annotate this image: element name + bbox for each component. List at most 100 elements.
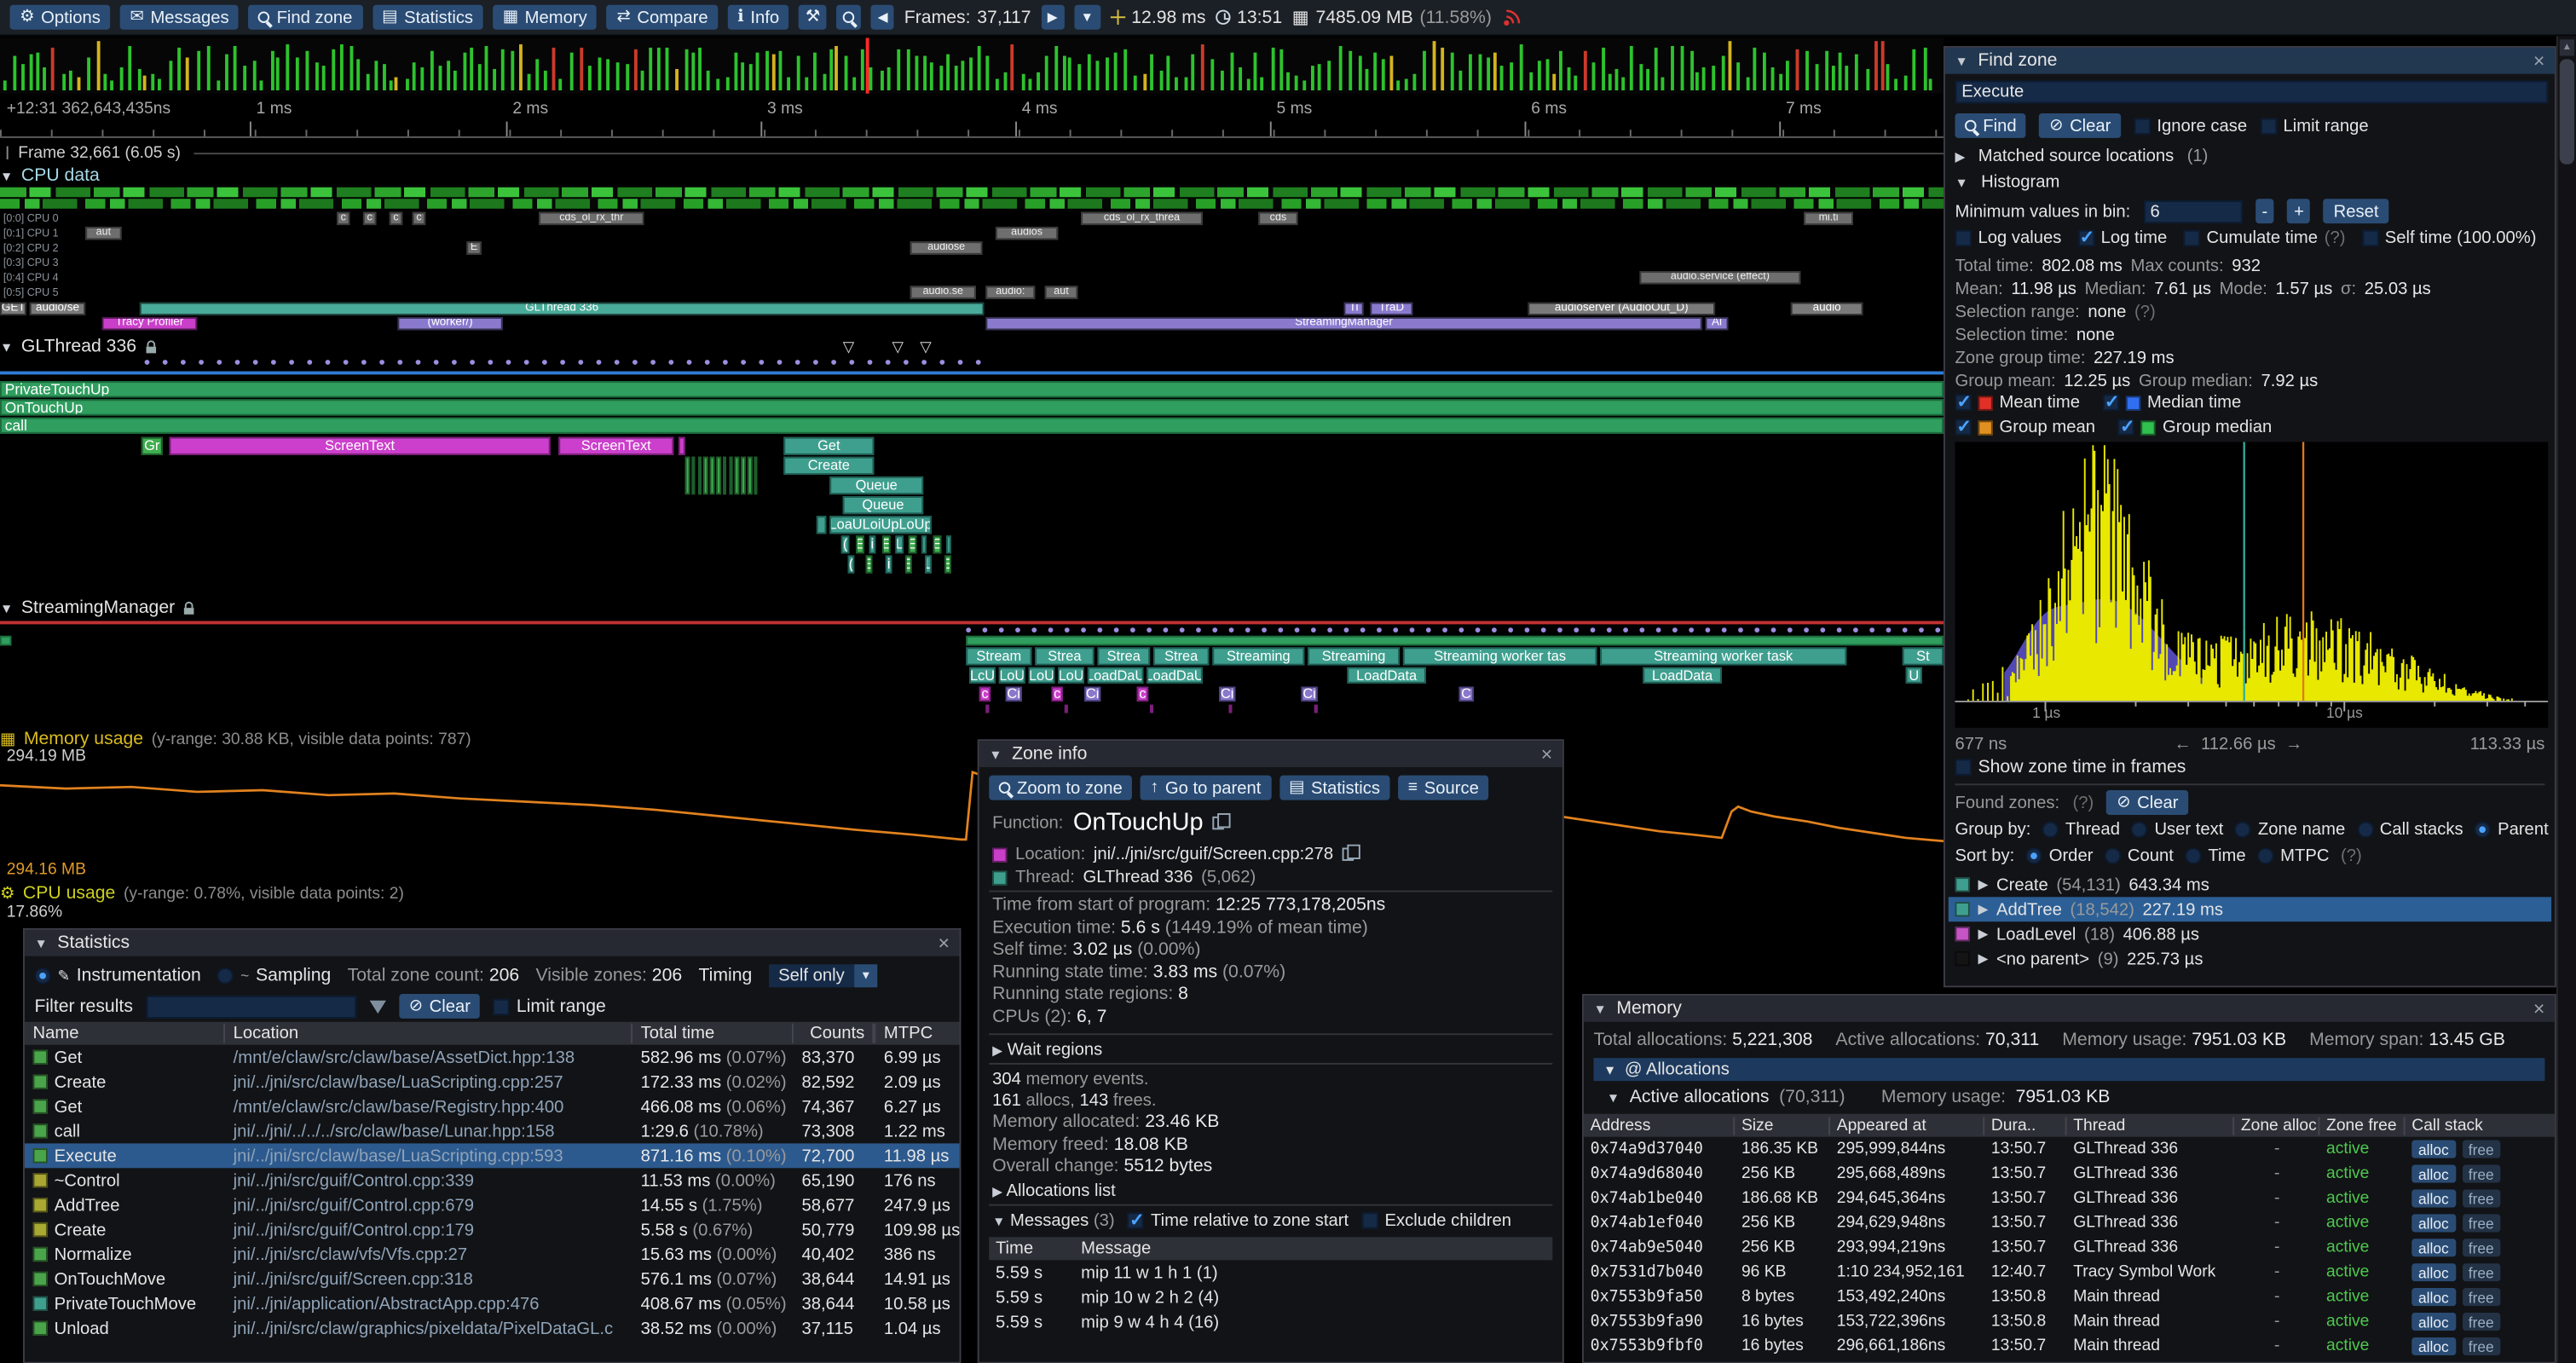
zone[interactable] <box>703 456 708 495</box>
zone[interactable] <box>1064 704 1068 713</box>
zone-dot[interactable] <box>1228 627 1234 633</box>
zone-dot[interactable] <box>1787 627 1793 633</box>
zone-dot[interactable] <box>596 360 602 365</box>
sort-by-count[interactable]: Count <box>2104 846 2174 866</box>
wait-regions-toggle[interactable]: ▶ Wait regions <box>992 1039 1103 1060</box>
zone-dot[interactable] <box>1508 627 1514 633</box>
table-row[interactable]: Normalize jni/../jni/src/claw/vfs/Vfs.cpp… <box>25 1242 960 1267</box>
col-counts[interactable]: Counts ▼ <box>794 1023 876 1043</box>
zone-dot[interactable] <box>1377 627 1382 633</box>
zone-dot[interactable] <box>289 360 294 365</box>
zone-dot[interactable] <box>998 627 1004 633</box>
zone[interactable]: Strea <box>1097 647 1151 666</box>
zone-dot[interactable] <box>1343 627 1349 633</box>
limit-range-checkbox[interactable]: Limit range <box>493 996 606 1016</box>
zone[interactable] <box>691 456 696 495</box>
allocation-row[interactable]: 0x74ab9e5040 256 KB 293,994,219ns 13:50.7 GL… <box>1584 1235 2555 1260</box>
zone-dot[interactable] <box>1886 627 1892 633</box>
zone[interactable]: E <box>933 535 942 554</box>
zone-dot[interactable] <box>759 360 765 365</box>
zone-dot[interactable] <box>1804 627 1809 633</box>
cpu-zone[interactable]: c <box>362 211 377 226</box>
thread-zone[interactable]: Ai <box>1705 316 1729 331</box>
scroll-up-icon[interactable]: ▲ <box>2559 39 2575 56</box>
zone-dot[interactable] <box>1129 627 1135 633</box>
zone-dot[interactable] <box>252 360 258 365</box>
frame-marker-icon[interactable]: ▽ <box>892 338 904 355</box>
zone-dot[interactable] <box>741 360 746 365</box>
zone-dot[interactable] <box>217 360 222 365</box>
thread-zone[interactable]: Tracy Profiler <box>101 316 198 331</box>
zone[interactable]: L <box>895 535 904 554</box>
alloc-callstack-button[interactable]: alloc <box>2411 1214 2456 1233</box>
free-callstack-button[interactable]: free <box>2462 1263 2501 1282</box>
zone[interactable]: E <box>904 555 912 574</box>
frame-timeline-strip[interactable] <box>0 38 1944 94</box>
zone[interactable]: E <box>908 535 917 554</box>
find-zone-titlebar[interactable]: ▼ Find zone × <box>1944 47 2555 74</box>
zone-dot[interactable] <box>433 360 439 365</box>
found-zone-group[interactable]: ▶ Create (54,131) 643.34 ms <box>1949 872 2551 897</box>
zone-dot[interactable] <box>723 360 728 365</box>
zone-dot[interactable] <box>1540 627 1546 633</box>
zone[interactable]: c <box>1051 686 1063 702</box>
zone-dot[interactable] <box>975 360 981 365</box>
group-by-call-stacks[interactable]: Call stacks <box>2356 820 2463 840</box>
table-row[interactable]: Execute jni/../jni/src/claw/base/LuaScrip… <box>24 1143 960 1169</box>
zone[interactable]: Queue <box>829 476 924 495</box>
zone[interactable] <box>747 456 752 495</box>
zone-dot[interactable] <box>1064 627 1070 633</box>
col-location[interactable]: Location <box>225 1023 633 1043</box>
message-row[interactable]: 5.59 s mip 9 w 4 h 4 (16) <box>989 1309 1552 1334</box>
zone-dot[interactable] <box>1574 627 1580 633</box>
found-clear-button[interactable]: ⊘ Clear <box>2106 790 2189 815</box>
zone-dot[interactable] <box>1721 627 1727 633</box>
group-by-thread[interactable]: Thread <box>2042 820 2120 840</box>
allocation-row[interactable]: 0x74ab1ef040 256 KB 294,629,948ns 13:50.7 GL… <box>1584 1210 2555 1235</box>
zone-dot[interactable] <box>1081 627 1086 633</box>
allocation-row[interactable]: 0x7531d7b040 96 KB 1:10 234,952,161 12:40.7… <box>1584 1260 2555 1285</box>
message-row[interactable]: 5.59 s mip 10 w 2 h 2 (4) <box>989 1285 1552 1309</box>
zone[interactable]: Strea <box>1035 647 1095 666</box>
free-callstack-button[interactable]: free <box>2462 1337 2501 1356</box>
zone-dot[interactable] <box>1163 627 1169 633</box>
zone[interactable]: Create <box>783 456 875 475</box>
zone-dot[interactable] <box>1179 627 1185 633</box>
cpu-zone[interactable]: c <box>412 211 426 226</box>
zone-info-button-source[interactable]: ≡ Source <box>1398 775 1489 800</box>
zone[interactable]: LcU <box>969 667 996 684</box>
zone[interactable]: St <box>1902 647 1944 666</box>
toolbar-button-options[interactable]: ⚙ Options <box>9 4 111 30</box>
message-row[interactable]: 5.59 s mip 11 w 1 h 1 (1) <box>989 1260 1552 1285</box>
group-by-parent[interactable]: Parent <box>2475 820 2549 840</box>
zone-dot[interactable] <box>1919 627 1924 633</box>
found-zone-group[interactable]: ▶ LoadLevel (18) 406.88 µs <box>1949 921 2551 946</box>
zone-dot[interactable] <box>1294 627 1300 633</box>
memory-titlebar[interactable]: ▼ Memory × <box>1583 995 2555 1022</box>
alloc-callstack-button[interactable]: alloc <box>2411 1263 2456 1282</box>
cpu-zone[interactable]: mi.ti <box>1804 211 1853 226</box>
zone[interactable] <box>728 456 733 495</box>
cpu-zone[interactable]: c <box>337 211 350 226</box>
col-total-time[interactable]: Total time <box>632 1023 794 1043</box>
toolbar-button-info[interactable]: ℹ Info <box>727 4 789 30</box>
zone[interactable] <box>946 535 951 554</box>
found-zone-group[interactable]: ▶ AddTree (18,542) 227.19 ms <box>1948 897 2552 922</box>
zone[interactable]: Streaming <box>1308 647 1401 666</box>
thread-zone[interactable]: GLThread 336 <box>139 302 985 316</box>
cpu-usage-header[interactable]: ⚙ CPU usage (y-range: 0.78%, visible dat… <box>0 884 1944 904</box>
close-icon[interactable]: × <box>1540 742 1553 766</box>
zone[interactable]: ( <box>840 535 850 554</box>
zone-dot[interactable] <box>1146 627 1152 633</box>
table-row[interactable]: AddTree jni/../jni/src/guif/Control.cpp:6… <box>25 1193 960 1217</box>
zone[interactable] <box>735 456 740 495</box>
zone-band[interactable]: OnTouchUp <box>0 399 1944 416</box>
table-row[interactable]: Unload jni/../jni/src/claw/graphics/pixel… <box>25 1316 960 1341</box>
checkbox-log-time[interactable]: Log time <box>2077 227 2167 248</box>
filter-input[interactable] <box>146 994 357 1018</box>
zone-dot[interactable] <box>1409 627 1415 633</box>
zone-dot[interactable] <box>1606 627 1612 633</box>
zone[interactable]: U <box>1905 667 1922 684</box>
zone[interactable] <box>1314 704 1318 713</box>
zone-dot[interactable] <box>686 360 692 365</box>
